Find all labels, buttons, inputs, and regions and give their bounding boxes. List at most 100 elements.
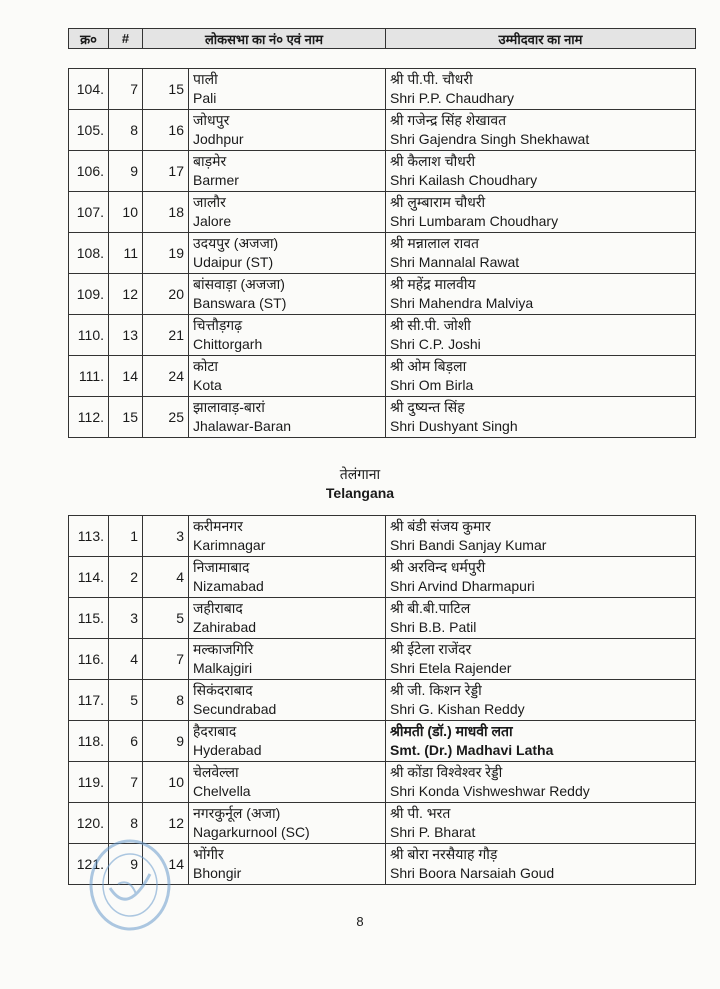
page-number: 8 — [356, 914, 364, 929]
constituency-english: Jodhpur — [193, 131, 244, 147]
constituency-hindi: चेलवेल्ला — [193, 764, 239, 780]
serial-number: 119. — [68, 761, 109, 803]
constituency-hindi: नगरकुर्नूल (अजा) — [193, 805, 281, 821]
table-row: 110. 13 21 चित्तौड़गढ़ Chittorgarh श्री सी.पी… — [68, 314, 696, 356]
constituency-english: Banswara (ST) — [193, 295, 287, 311]
constituency-english: Zahirabad — [193, 619, 257, 635]
state-index: 4 — [108, 638, 143, 680]
table-row: 105. 8 16 जोधपुर Jodhpur श्री गजेन्द्र सिंह श… — [68, 109, 696, 151]
state-index: 13 — [108, 314, 143, 356]
constituency-cell: मल्काजगिरि Malkajgiri — [188, 638, 386, 680]
seat-number: 4 — [142, 556, 189, 598]
constituency-english: Chelvella — [193, 783, 251, 799]
state-index: 2 — [108, 556, 143, 598]
candidate-hindi: श्री अरविन्द धर्मपुरी — [390, 559, 486, 575]
candidate-hindi: श्री कोंडा विश्वेश्वर रेड्डी — [390, 764, 503, 780]
serial-number: 104. — [68, 68, 109, 110]
candidate-english: Shri Boora Narsaiah Goud — [390, 865, 555, 881]
candidate-cell: श्री लुम्बाराम चौधरी Shri Lumbaram Choudh… — [385, 191, 696, 233]
table-row: 109. 12 20 बांसवाड़ा (अजजा) Banswara (ST) श्र… — [68, 273, 696, 315]
constituency-cell: बांसवाड़ा (अजजा) Banswara (ST) — [188, 273, 386, 315]
candidate-english: Shri Dushyant Singh — [390, 418, 518, 434]
header-hash: # — [109, 29, 143, 48]
constituency-english: Hyderabad — [193, 742, 262, 758]
state-index: 7 — [108, 68, 143, 110]
candidate-english: Shri P. Bharat — [390, 824, 476, 840]
table-row: 114. 2 4 निजामाबाद Nizamabad श्री अरविन्द धर्… — [68, 556, 696, 598]
seat-number: 8 — [142, 679, 189, 721]
seat-number: 3 — [142, 515, 189, 557]
candidate-hindi: श्री दुष्यन्त सिंह — [390, 399, 465, 415]
serial-number: 106. — [68, 150, 109, 192]
header-constituency: लोकसभा का नं० एवं नाम — [143, 29, 386, 48]
serial-number: 105. — [68, 109, 109, 151]
candidate-english: Shri Mahendra Malviya — [390, 295, 534, 311]
constituency-english: Malkajgiri — [193, 660, 253, 676]
candidate-cell: श्री मन्नालाल रावत Shri Mannalal Rawat — [385, 232, 696, 274]
seat-number: 16 — [142, 109, 189, 151]
constituency-hindi: पाली — [193, 71, 218, 87]
rajasthan-table: 104. 7 15 पाली Pali श्री पी.पी. चौधरी Shri P.P… — [68, 68, 696, 438]
constituency-english: Bhongir — [193, 865, 242, 881]
candidate-hindi: श्री बंडी संजय कुमार — [390, 518, 491, 534]
constituency-cell: जोधपुर Jodhpur — [188, 109, 386, 151]
candidate-cell: श्री जी. किशन रेड्डी Shri G. Kishan Reddy — [385, 679, 696, 721]
constituency-hindi: उदयपुर (अजजा) — [193, 235, 279, 251]
state-index: 3 — [108, 597, 143, 639]
candidate-cell: श्री ओम बिड़ला Shri Om Birla — [385, 355, 696, 397]
constituency-hindi: जहीराबाद — [193, 600, 243, 616]
constituency-cell: जहीराबाद Zahirabad — [188, 597, 386, 639]
seat-number: 9 — [142, 720, 189, 762]
candidate-cell: श्री गजेन्द्र सिंह शेखावत Shri Gajendra S… — [385, 109, 696, 151]
candidate-hindi: श्री ओम बिड़ला — [390, 358, 467, 374]
constituency-hindi: चित्तौड़गढ़ — [193, 317, 243, 333]
state-index: 12 — [108, 273, 143, 315]
constituency-hindi: मल्काजगिरि — [193, 641, 254, 657]
candidate-cell: श्री अरविन्द धर्मपुरी Shri Arvind Dharmap… — [385, 556, 696, 598]
seat-number: 5 — [142, 597, 189, 639]
table-row: 106. 9 17 बाड़मेर Barmer श्री कैलाश चौधरी Shri… — [68, 150, 696, 192]
candidate-english: Shri P.P. Chaudhary — [390, 90, 515, 106]
seat-number: 17 — [142, 150, 189, 192]
constituency-cell: भोंगीर Bhongir — [188, 843, 386, 885]
candidate-english: Shri Gajendra Singh Shekhawat — [390, 131, 590, 147]
constituency-english: Secundrabad — [193, 701, 277, 717]
constituency-cell: सिकंदराबाद Secundrabad — [188, 679, 386, 721]
constituency-hindi: जोधपुर — [193, 112, 230, 128]
constituency-hindi: बांसवाड़ा (अजजा) — [193, 276, 285, 292]
serial-number: 109. — [68, 273, 109, 315]
table-row: 119. 7 10 चेलवेल्ला Chelvella श्री कोंडा विश्… — [68, 761, 696, 803]
candidate-cell: श्री बी.बी.पाटिल Shri B.B. Patil — [385, 597, 696, 639]
constituency-cell: उदयपुर (अजजा) Udaipur (ST) — [188, 232, 386, 274]
candidate-cell: श्री पी.पी. चौधरी Shri P.P. Chaudhary — [385, 68, 696, 110]
candidate-hindi: श्री लुम्बाराम चौधरी — [390, 194, 486, 210]
constituency-english: Kota — [193, 377, 222, 393]
constituency-hindi: बाड़मेर — [193, 153, 227, 169]
candidate-cell: श्री ईटेला राजेंदर Shri Etela Rajender — [385, 638, 696, 680]
serial-number: 111. — [68, 355, 109, 397]
serial-number: 116. — [68, 638, 109, 680]
candidate-hindi: श्री गजेन्द्र सिंह शेखावत — [390, 112, 507, 128]
candidate-english: Shri G. Kishan Reddy — [390, 701, 525, 717]
candidate-hindi: श्री महेंद्र मालवीय — [390, 276, 476, 292]
candidate-cell: श्री पी. भरत Shri P. Bharat — [385, 802, 696, 844]
constituency-cell: बाड़मेर Barmer — [188, 150, 386, 192]
candidate-english: Shri Etela Rajender — [390, 660, 512, 676]
table-row: 115. 3 5 जहीराबाद Zahirabad श्री बी.बी.पाटिल S… — [68, 597, 696, 639]
serial-number: 120. — [68, 802, 109, 844]
header-serial: क्र० — [69, 29, 109, 48]
state-index: 6 — [108, 720, 143, 762]
candidate-english: Shri Bandi Sanjay Kumar — [390, 537, 547, 553]
serial-number: 115. — [68, 597, 109, 639]
serial-number: 118. — [68, 720, 109, 762]
state-index: 1 — [108, 515, 143, 557]
constituency-english: Barmer — [193, 172, 239, 188]
candidate-hindi: श्री ईटेला राजेंदर — [390, 641, 472, 657]
seat-number: 18 — [142, 191, 189, 233]
constituency-cell: करीमनगर Karimnagar — [188, 515, 386, 557]
seat-number: 24 — [142, 355, 189, 397]
constituency-hindi: हैदराबाद — [193, 723, 237, 739]
constituency-hindi: झालावाड़-बारां — [193, 399, 265, 415]
candidate-cell: श्री महेंद्र मालवीय Shri Mahendra Malviya — [385, 273, 696, 315]
constituency-hindi: निजामाबाद — [193, 559, 250, 575]
